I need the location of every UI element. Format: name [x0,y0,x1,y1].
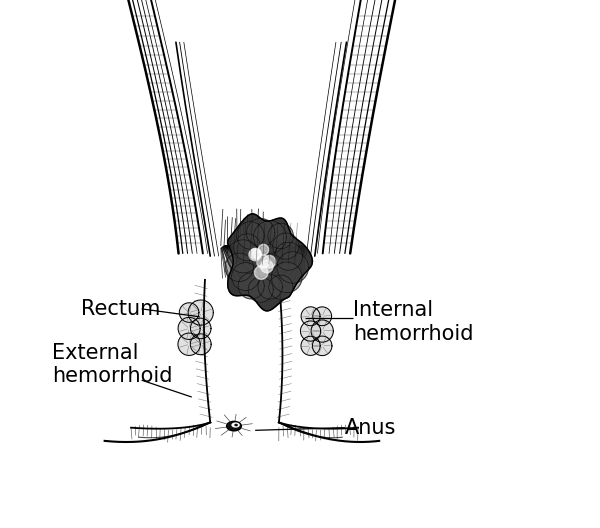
Polygon shape [258,275,283,299]
Polygon shape [227,240,260,273]
Polygon shape [190,318,211,338]
Polygon shape [254,266,268,279]
Polygon shape [232,262,260,290]
Polygon shape [256,255,269,268]
Polygon shape [301,321,320,341]
Polygon shape [311,320,334,342]
Text: External
hemorrhoid: External hemorrhoid [52,343,172,386]
Polygon shape [247,219,275,247]
Polygon shape [275,242,302,270]
Polygon shape [190,334,211,355]
Polygon shape [238,273,264,299]
Polygon shape [313,336,332,355]
Ellipse shape [234,423,238,427]
Polygon shape [234,234,261,261]
Polygon shape [178,333,200,355]
Polygon shape [225,253,253,281]
Polygon shape [237,222,264,249]
Polygon shape [260,260,273,273]
Polygon shape [268,223,293,249]
Polygon shape [258,244,269,255]
Polygon shape [250,248,261,259]
Polygon shape [254,221,286,253]
Polygon shape [272,262,302,293]
Text: Rectum: Rectum [81,299,160,319]
Polygon shape [249,249,261,261]
Polygon shape [277,252,308,283]
Ellipse shape [227,421,241,431]
Polygon shape [248,277,273,302]
Polygon shape [253,249,261,258]
Polygon shape [301,336,320,355]
Polygon shape [179,303,199,323]
Ellipse shape [232,422,240,428]
Text: Internal
hemorrhoid: Internal hemorrhoid [353,300,473,344]
Polygon shape [269,275,293,299]
Text: Anus: Anus [345,418,396,438]
Polygon shape [313,307,332,326]
Polygon shape [263,256,276,268]
Polygon shape [301,307,320,326]
Polygon shape [178,317,200,340]
Polygon shape [188,300,214,325]
Polygon shape [228,214,313,311]
Polygon shape [273,233,299,259]
